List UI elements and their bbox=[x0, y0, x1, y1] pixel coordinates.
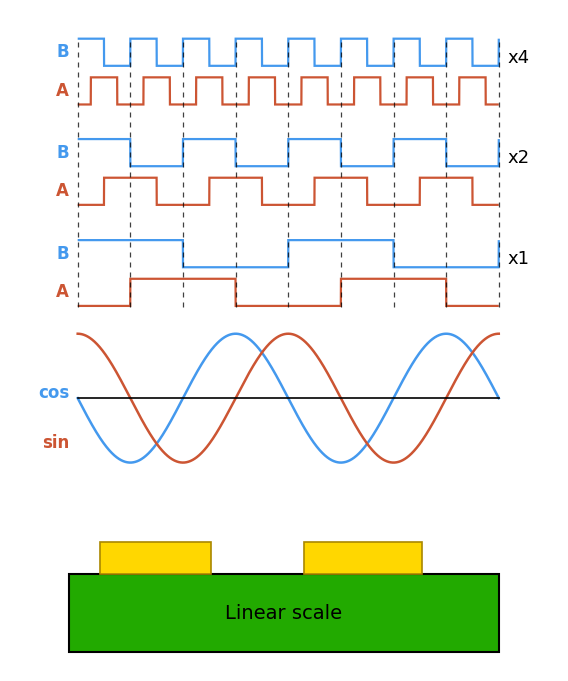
Text: B: B bbox=[57, 244, 69, 263]
Text: cos: cos bbox=[38, 383, 69, 402]
Text: B: B bbox=[57, 44, 69, 61]
Bar bbox=[304, 542, 423, 575]
Text: A: A bbox=[56, 82, 69, 100]
Text: Linear scale: Linear scale bbox=[225, 604, 343, 623]
Bar bbox=[69, 575, 499, 652]
Text: x1: x1 bbox=[507, 250, 529, 268]
Text: A: A bbox=[56, 183, 69, 200]
Text: sin: sin bbox=[42, 434, 69, 452]
Bar bbox=[101, 542, 211, 575]
Text: x4: x4 bbox=[507, 48, 529, 67]
Text: B: B bbox=[57, 144, 69, 161]
Text: A: A bbox=[56, 283, 69, 302]
Text: x2: x2 bbox=[507, 149, 529, 167]
